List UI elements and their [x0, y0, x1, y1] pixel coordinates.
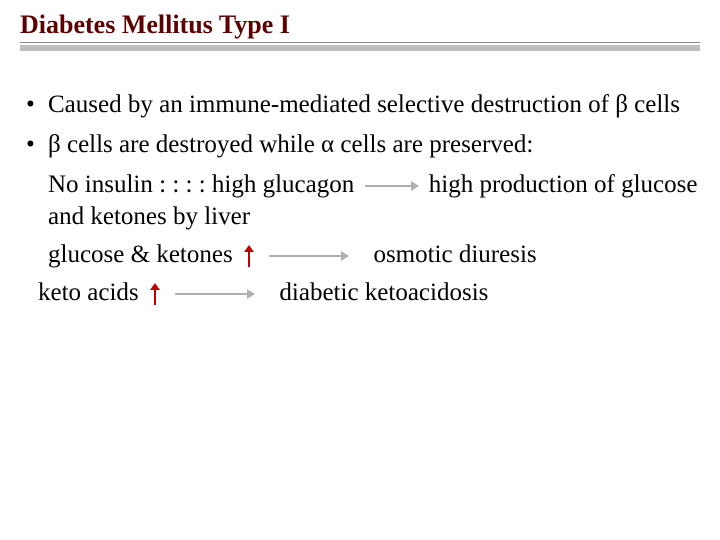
bullet-marker: •: [26, 89, 48, 121]
bullet-2-text: β cells are destroyed while α cells are …: [48, 129, 700, 161]
flow-3b: diabetic ketoacidosis: [279, 279, 488, 306]
title-underline-thin: [20, 42, 700, 43]
flow-2a: glucose & ketones: [48, 241, 233, 268]
bullet-2: • β cells are destroyed while α cells ar…: [26, 129, 700, 161]
bullet-marker: •: [26, 129, 48, 161]
arrow-right-icon: [365, 180, 419, 192]
flow-1a: No insulin : : : : high glucagon: [48, 171, 361, 198]
flow-3a: keto acids: [38, 279, 139, 306]
content-area: • Caused by an immune-mediated selective…: [20, 55, 700, 309]
flow-line-3: keto acids diabetic ketoacidosis: [26, 277, 700, 309]
bullet-1-text: Caused by an immune-mediated selective d…: [48, 89, 700, 121]
arrow-right-icon: [269, 250, 349, 262]
slide: Diabetes Mellitus Type I • Caused by an …: [0, 0, 720, 540]
flow-line-2: glucose & ketones osmotic diuresis: [26, 239, 700, 271]
arrow-up-icon: [243, 245, 255, 267]
bullet-1: • Caused by an immune-mediated selective…: [26, 89, 700, 121]
title-block: Diabetes Mellitus Type I: [20, 10, 700, 51]
flow-2b: osmotic diuresis: [373, 241, 536, 268]
arrow-up-icon: [149, 283, 161, 305]
slide-title: Diabetes Mellitus Type I: [20, 10, 700, 40]
title-underline-thick: [20, 45, 700, 51]
arrow-right-icon: [175, 288, 255, 300]
flow-line-1: No insulin : : : : high glucagon high pr…: [26, 169, 700, 233]
